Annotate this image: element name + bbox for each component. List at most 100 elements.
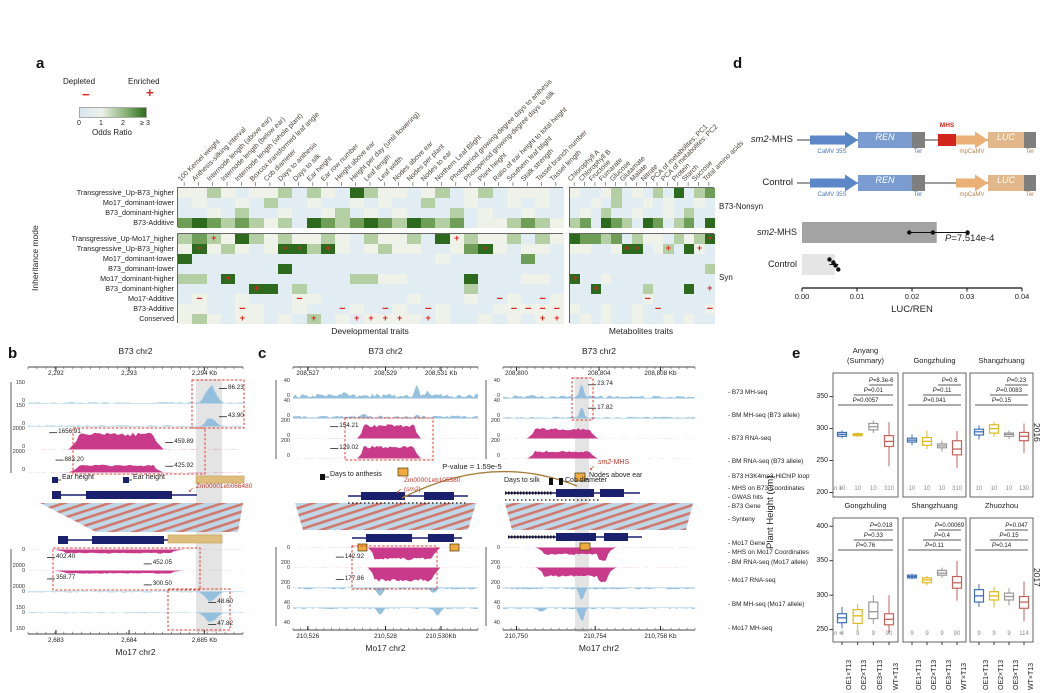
heatmap-cell [683, 208, 695, 218]
heatmap-cell [363, 218, 379, 228]
inheritance-mode-axis-label: Inheritance mode [30, 225, 40, 291]
heatmap-cell [549, 294, 565, 304]
depleted-mark: − [382, 302, 389, 315]
heatmap-cell [392, 304, 408, 314]
heatmap-cell [278, 314, 293, 324]
heatmap-cell [278, 284, 293, 294]
inheritance-mode-row-label: B73-Additive [133, 303, 174, 313]
heatmap-cell [632, 208, 643, 218]
heatmap-cell [178, 218, 193, 228]
heatmap-cell [235, 304, 250, 314]
heatmap-cell [478, 254, 493, 264]
y-tick-label: 400 [816, 522, 828, 530]
heatmap-cell [580, 284, 592, 294]
track-scale-label: 150 [15, 626, 25, 632]
heatmap-cell [704, 274, 716, 284]
mh-seq-coverage-track [28, 418, 243, 427]
enriched-mark: + [539, 312, 546, 323]
mh-seq-coverage-track [293, 385, 478, 399]
gene-exon [58, 536, 68, 544]
gradient-tick-2: 2 [121, 120, 125, 127]
enriched-mark: + [454, 232, 460, 243]
track-scale-label: 200 [280, 580, 290, 586]
terminator-label: Ter [1025, 192, 1035, 198]
heatmap-cell [249, 244, 265, 254]
heatmap-cell [673, 304, 685, 314]
camv35s-label: CaMV 35S [817, 149, 847, 155]
heatmap-cell [663, 208, 674, 218]
heatmap-cell [406, 188, 422, 198]
p-value-label: P=0.14 [991, 543, 1012, 549]
heatmap-cell [704, 304, 716, 314]
inheritance-mode-row-label: Mo17-Additive [128, 293, 174, 303]
heatmap-cell [704, 234, 716, 244]
heatmap-cell [611, 274, 623, 284]
heatmap-cell [378, 218, 393, 228]
heatmap-cell [463, 274, 479, 284]
heatmap-cell [449, 314, 465, 324]
heatmap-cell [663, 254, 674, 264]
heatmap-cell [478, 218, 493, 228]
heatmap-cell [363, 304, 379, 314]
heatmap-cell [642, 294, 654, 304]
data-point [965, 230, 970, 235]
heatmap-cell [632, 254, 643, 264]
heatmap-cell [683, 304, 695, 314]
heatmap-cell [663, 314, 674, 324]
heatmap-cell [421, 208, 436, 218]
sample-size-label: 9 [1007, 631, 1011, 637]
coordinate-tick-label: 208,808 Kb [644, 370, 677, 377]
qtl-label: Ear height [133, 474, 165, 481]
heatmap-cell [570, 254, 581, 264]
heatmap-cell [349, 198, 365, 208]
heatmap-cell [335, 284, 350, 294]
gene-exon [86, 491, 172, 499]
heatmap-cell [549, 304, 565, 314]
inheritance-mode-row-label: B73_dominant-higher [105, 283, 174, 293]
heatmap-cell [249, 294, 265, 304]
heatmap-cell [421, 254, 436, 264]
heatmap-cell [435, 274, 451, 284]
heatmap-cell [320, 218, 336, 228]
heatmap-cell [263, 198, 279, 208]
sample-size-label: 9 [925, 631, 929, 637]
heatmap-cell [320, 234, 336, 244]
heatmap-cell [463, 314, 479, 324]
peak-value-label: 177.86 [344, 574, 365, 582]
heatmap-cell [611, 294, 623, 304]
metabolites-traits-caption: Metabolites traits [608, 326, 674, 336]
heatmap-cell [704, 314, 716, 324]
depleted-mark: − [539, 302, 546, 315]
hichip-loop-arc [401, 470, 578, 499]
heatmap-cell [478, 294, 493, 304]
heatmap-cell [192, 198, 207, 208]
track-scale-label: 2000 [12, 449, 25, 455]
heatmap-cell [463, 304, 479, 314]
x-category-label: OE3×T13 [945, 659, 953, 690]
odds-ratio-caption: Odds Ratio [91, 128, 133, 137]
heatmap-cell [621, 284, 633, 294]
heatmap-cell [435, 208, 451, 218]
track-legend-item: - BM RNA-seq (Mo17 allele) [728, 559, 808, 566]
data-point [836, 267, 841, 272]
heatmap-cell [220, 188, 236, 198]
heatmap-cell [306, 284, 322, 294]
heatmap-cell [449, 198, 465, 208]
heatmap-cell [570, 218, 581, 228]
heatmap-cell [652, 264, 664, 274]
construct-label: Control [762, 177, 793, 188]
highlight-dashed-box [571, 377, 594, 421]
heatmap-cell [278, 264, 293, 274]
heatmap-cell [652, 274, 664, 284]
heatmap-cell [642, 234, 654, 244]
box [868, 601, 879, 620]
heatmap-cell [220, 304, 236, 314]
track-scale-label: 0 [286, 393, 290, 399]
heatmap-cell [632, 264, 643, 274]
panel-d-label: d [733, 55, 743, 72]
gwas-hit-square [559, 478, 563, 485]
heatmap-cell [611, 254, 623, 264]
heatmap-cell [492, 314, 508, 324]
heatmap-cell [335, 314, 350, 324]
heatmap-cell [673, 254, 685, 264]
